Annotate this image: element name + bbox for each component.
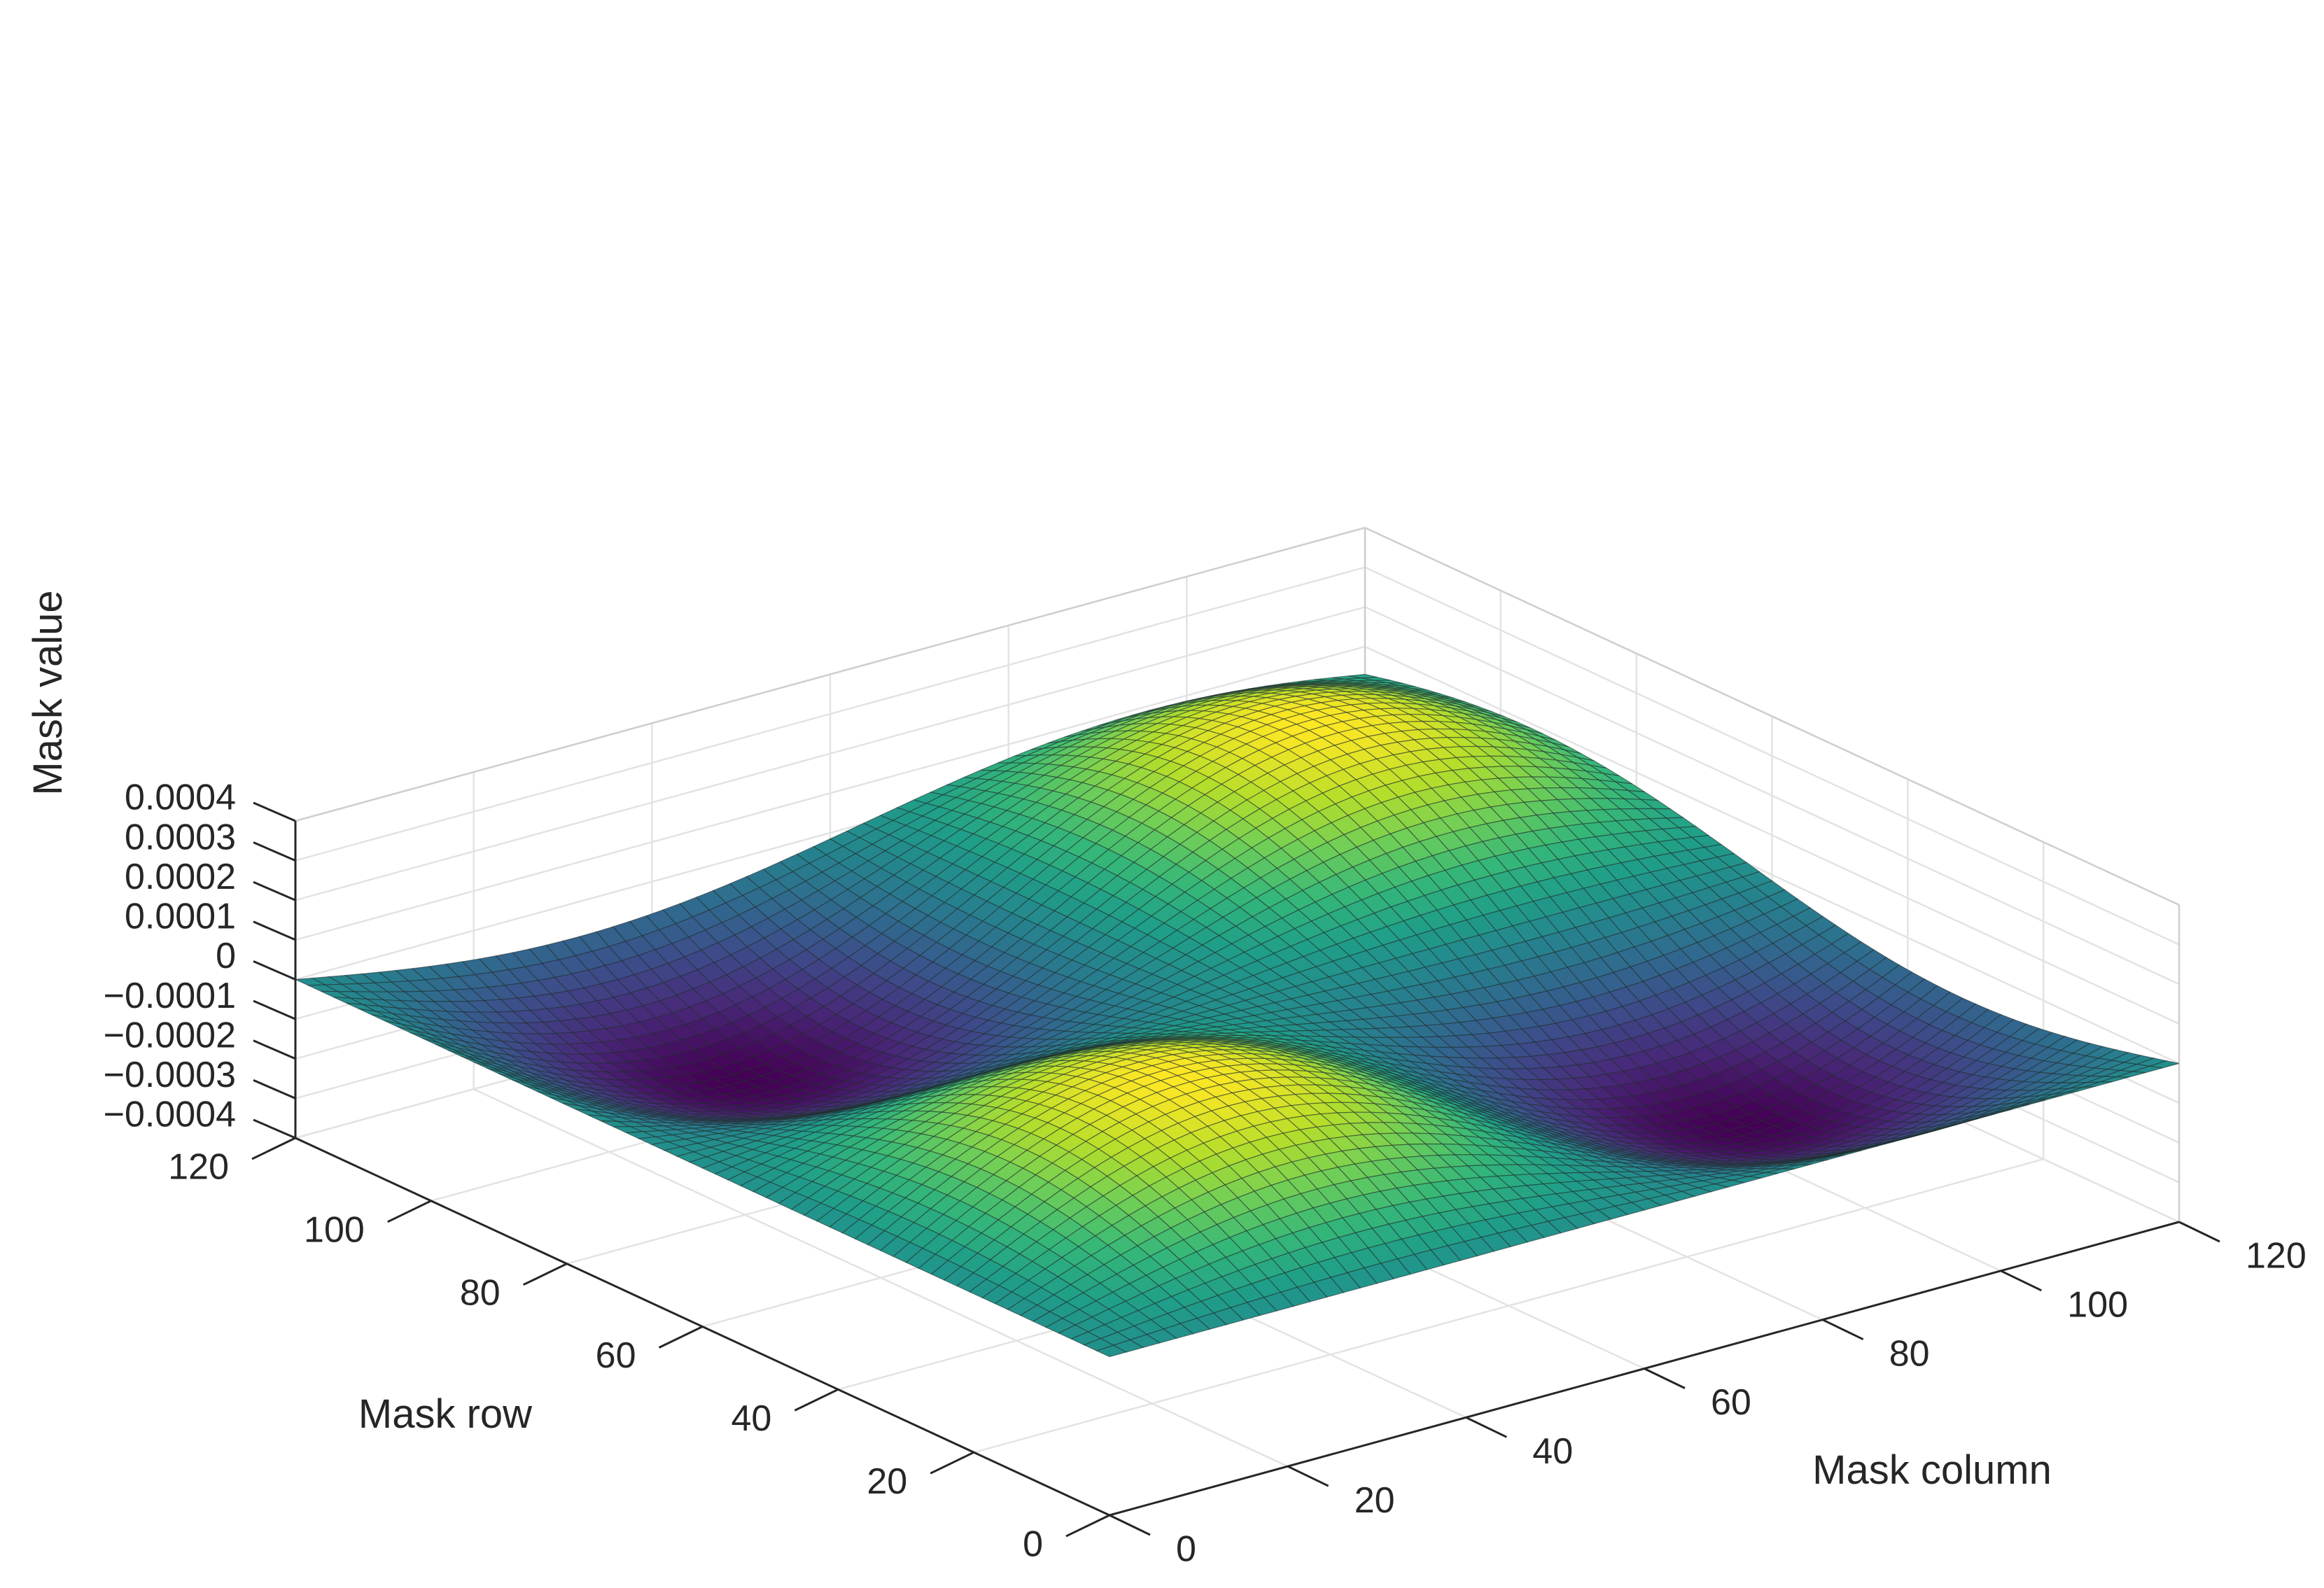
y-tick-mark	[1065, 1514, 1110, 1538]
x-tick-mark	[1465, 1416, 1507, 1438]
z-tick-mark	[253, 1039, 296, 1060]
x-tick-mark	[2178, 1221, 2220, 1243]
y-tick-mark	[658, 1326, 704, 1349]
y-tick-mark	[387, 1200, 432, 1223]
z-tick-mark	[253, 920, 296, 941]
side-wall-grid-line	[1364, 645, 2180, 1025]
z-tick-label: −0.0001	[104, 976, 236, 1016]
z-tick-mark	[253, 999, 296, 1020]
z-tick-label: 0.0003	[125, 817, 236, 857]
x-tick-label: 120	[2246, 1236, 2306, 1277]
x-tick-label: 0	[1176, 1529, 1196, 1570]
x-axis-label: Mask column	[1812, 1447, 2052, 1493]
y-tick-label: 80	[460, 1272, 500, 1313]
z-tick-label: 0.0004	[125, 778, 236, 818]
z-axis-label: Mask value	[25, 590, 71, 795]
y-tick-label: 60	[596, 1335, 636, 1376]
y-tick-label: 0	[1023, 1524, 1043, 1565]
z-tick-label: 0.0002	[125, 857, 236, 897]
y-tick-label: 20	[867, 1461, 907, 1502]
x-tick-mark	[1287, 1465, 1329, 1487]
surface-mesh	[293, 673, 2180, 1358]
x-tick-label: 20	[1354, 1480, 1395, 1521]
z-tick-label: −0.0003	[104, 1055, 236, 1095]
y-axis-label: Mask row	[358, 1391, 533, 1437]
x-tick-mark	[1109, 1514, 1151, 1536]
z-tick-mark	[253, 801, 296, 822]
x-tick-label: 60	[1711, 1382, 1751, 1423]
back-wall-grid-line	[295, 566, 1366, 862]
x-tick-mark	[2000, 1270, 2042, 1292]
z-tick-mark	[253, 960, 296, 981]
box-edge	[1364, 526, 2180, 906]
z-tick-label: −0.0002	[104, 1016, 236, 1056]
x-tick-label: 40	[1532, 1431, 1573, 1472]
y-tick-mark	[794, 1388, 839, 1412]
z-tick-mark	[253, 1118, 296, 1139]
y-tick-label: 40	[731, 1398, 771, 1439]
z-tick-label: 0.0001	[125, 897, 236, 937]
y-tick-label: 120	[168, 1147, 229, 1188]
back-wall-grid-line	[295, 606, 1366, 901]
side-wall-grid-line	[1364, 606, 2180, 985]
x-tick-label: 100	[2067, 1285, 2128, 1326]
side-wall-grid-line	[1364, 566, 2180, 946]
x-tick-label: 80	[1889, 1333, 1930, 1374]
y-tick-mark	[523, 1263, 568, 1286]
z-tick-label: 0	[216, 936, 236, 976]
z-tick-mark	[253, 1079, 296, 1099]
z-tick-mark	[253, 880, 296, 901]
y-tick-mark	[930, 1451, 974, 1475]
z-tick-mark	[253, 841, 296, 862]
y-tick-mark	[251, 1137, 296, 1160]
x-tick-mark	[1644, 1368, 1686, 1389]
x-tick-mark	[1822, 1319, 1864, 1341]
y-tick-label: 100	[304, 1210, 365, 1251]
z-tick-label: −0.0004	[104, 1095, 236, 1135]
back-wall-grid-line	[295, 645, 1366, 941]
box-edge	[295, 526, 1366, 822]
